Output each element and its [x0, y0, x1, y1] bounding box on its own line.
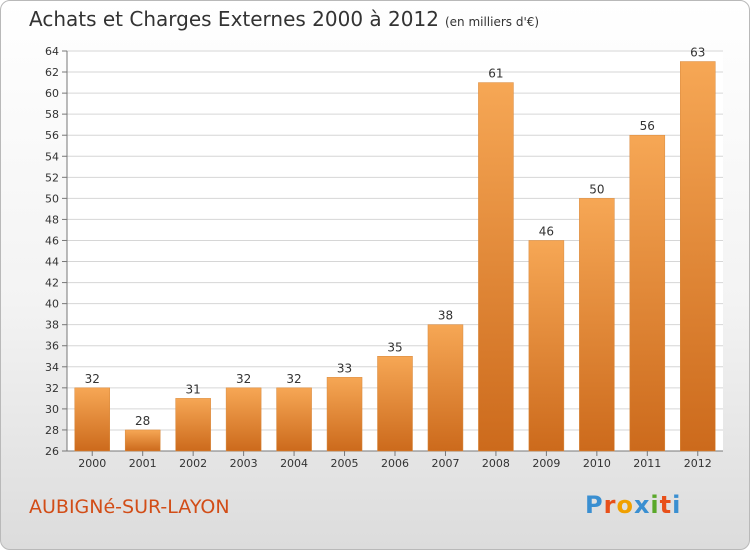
- data-label-2010: 50: [589, 182, 604, 196]
- x-tick-label: 2005: [331, 457, 359, 470]
- x-tick-label: 2003: [230, 457, 258, 470]
- data-label-2007: 38: [438, 309, 453, 323]
- data-label-2000: 32: [85, 372, 100, 386]
- title-text: Achats et Charges Externes 2000 à 2012: [29, 7, 439, 31]
- bar-2004: [276, 387, 312, 452]
- bar-2007: [427, 324, 464, 452]
- data-label-2001: 28: [135, 414, 150, 428]
- bar-2008: [478, 82, 514, 452]
- data-label-2012: 63: [690, 46, 705, 60]
- y-tick-label: 28: [45, 424, 59, 437]
- data-label-2004: 32: [286, 372, 301, 386]
- y-tick-label: 36: [45, 340, 59, 353]
- bar-2012: [680, 61, 716, 452]
- proxiti-logo: Proxiti: [585, 491, 681, 519]
- bar-2006: [377, 356, 413, 452]
- bar-2010: [579, 198, 615, 452]
- x-tick-label: 2010: [583, 457, 611, 470]
- x-tick-label: 2001: [129, 457, 157, 470]
- y-tick-label: 60: [45, 87, 59, 100]
- bar-2011: [629, 134, 666, 452]
- x-tick-label: 2000: [78, 457, 106, 470]
- bar-2005: [326, 377, 363, 452]
- bar-2002: [175, 398, 211, 452]
- bar-2003: [225, 387, 262, 452]
- logo-letter: i: [650, 491, 660, 519]
- bar-2000: [74, 387, 110, 452]
- y-tick-label: 58: [45, 108, 59, 121]
- y-tick-label: 40: [45, 298, 59, 311]
- y-tick-label: 46: [45, 234, 59, 247]
- y-tick-label: 64: [45, 45, 59, 58]
- logo-letter: o: [616, 491, 634, 519]
- logo-letter: t: [659, 491, 673, 519]
- y-tick-label: 54: [45, 150, 59, 163]
- y-tick-label: 44: [45, 256, 59, 269]
- commune-name: AUBIGNé-SUR-LAYON: [29, 496, 230, 518]
- y-tick-label: 62: [45, 66, 59, 79]
- y-tick-label: 32: [45, 382, 59, 395]
- y-tick-label: 38: [45, 319, 59, 332]
- y-tick-label: 26: [45, 445, 59, 458]
- x-tick-label: 2009: [532, 457, 560, 470]
- x-tick-label: 2007: [431, 457, 459, 470]
- y-tick-label: 34: [45, 361, 59, 374]
- logo-letter: x: [633, 491, 651, 519]
- y-tick-label: 52: [45, 171, 59, 184]
- data-label-2006: 35: [387, 340, 402, 354]
- x-tick-label: 2008: [482, 457, 510, 470]
- y-tick-label: 42: [45, 277, 59, 290]
- bar-2009: [528, 240, 565, 452]
- chart-subtitle: (en milliers d'€): [444, 15, 540, 29]
- x-tick-label: 2011: [633, 457, 661, 470]
- chart-title: Achats et Charges Externes 2000 à 2012 (e…: [29, 7, 539, 31]
- logo-letter: r: [603, 491, 617, 519]
- y-tick-label: 30: [45, 403, 59, 416]
- data-label-2002: 31: [186, 382, 201, 396]
- y-tick-label: 56: [45, 129, 59, 142]
- logo-letter: P: [585, 491, 604, 519]
- logo-letter: i: [672, 491, 682, 519]
- x-tick-label: 2006: [381, 457, 409, 470]
- data-label-2011: 56: [640, 119, 655, 133]
- data-label-2003: 32: [236, 372, 251, 386]
- x-tick-label: 2012: [684, 457, 712, 470]
- data-label-2009: 46: [539, 224, 554, 238]
- x-tick-label: 2002: [179, 457, 207, 470]
- x-tick-label: 2004: [280, 457, 308, 470]
- data-label-2008: 61: [488, 67, 503, 81]
- y-tick-label: 50: [45, 192, 59, 205]
- data-label-2005: 33: [337, 361, 352, 375]
- bar-2001: [124, 429, 161, 452]
- y-tick-label: 48: [45, 213, 59, 226]
